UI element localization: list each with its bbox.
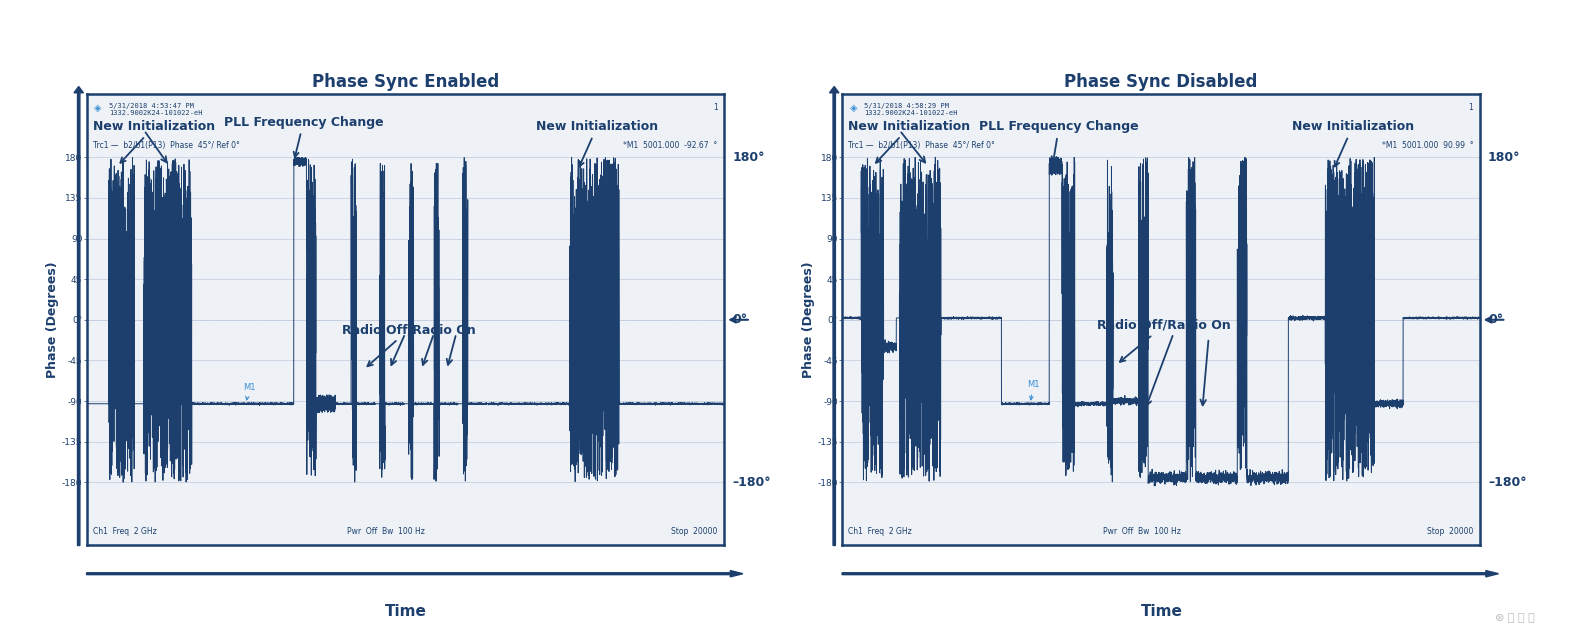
Text: Time: Time (386, 604, 427, 619)
Text: 5/31/2018 4:53:47 PM
1332.9002K24-101022-eH: 5/31/2018 4:53:47 PM 1332.9002K24-101022… (109, 103, 203, 116)
Title: Phase Sync Disabled: Phase Sync Disabled (1064, 73, 1258, 91)
Text: Pwr  Off  Bw  100 Hz: Pwr Off Bw 100 Hz (1103, 527, 1180, 535)
Title: Phase Sync Enabled: Phase Sync Enabled (312, 73, 499, 91)
Text: New Initialization: New Initialization (537, 120, 658, 166)
Text: ⊛ 日 月 辰: ⊛ 日 月 辰 (1495, 613, 1535, 623)
Y-axis label: Phase (Degrees): Phase (Degrees) (46, 261, 60, 378)
Text: Radio Off/Radio On: Radio Off/Radio On (342, 324, 475, 366)
Text: 1: 1 (1469, 103, 1473, 112)
Text: –180°: –180° (732, 476, 771, 489)
Text: Ch1  Freq  2 GHz: Ch1 Freq 2 GHz (93, 527, 157, 535)
Text: New Initialization: New Initialization (93, 120, 216, 163)
Text: 1: 1 (713, 103, 718, 112)
Text: ◈: ◈ (850, 103, 858, 113)
Text: ◈: ◈ (94, 103, 102, 113)
Text: Trc1 —  b2/b1(P13)  Phase  45°/ Ref 0°: Trc1 — b2/b1(P13) Phase 45°/ Ref 0° (93, 142, 239, 150)
Text: 0°: 0° (1487, 314, 1503, 326)
Text: *M1  5001.000  -92.67  °: *M1 5001.000 -92.67 ° (623, 142, 718, 150)
Text: PLL Frequency Change: PLL Frequency Change (979, 120, 1138, 162)
Text: PLL Frequency Change: PLL Frequency Change (224, 115, 382, 157)
Text: Stop  20000: Stop 20000 (1426, 527, 1473, 535)
Text: 5/31/2018 4:58:29 PM
1332.9002K24-101022-eH: 5/31/2018 4:58:29 PM 1332.9002K24-101022… (864, 103, 959, 116)
Text: Radio Off/Radio On: Radio Off/Radio On (1097, 319, 1231, 362)
Text: 180°: 180° (1487, 150, 1520, 164)
Text: Trc1 —  b2/b1(P13)  Phase  45°/ Ref 0°: Trc1 — b2/b1(P13) Phase 45°/ Ref 0° (848, 142, 995, 150)
Text: Time: Time (1141, 604, 1182, 619)
Text: 0°: 0° (732, 314, 748, 326)
Text: –180°: –180° (1487, 476, 1527, 489)
Text: New Initialization: New Initialization (1292, 120, 1413, 166)
Text: M1: M1 (242, 383, 255, 400)
Text: Stop  20000: Stop 20000 (671, 527, 718, 535)
Text: New Initialization: New Initialization (848, 120, 971, 163)
Text: Pwr  Off  Bw  100 Hz: Pwr Off Bw 100 Hz (348, 527, 425, 535)
Y-axis label: Phase (Degrees): Phase (Degrees) (801, 261, 815, 378)
Text: Ch1  Freq  2 GHz: Ch1 Freq 2 GHz (848, 527, 913, 535)
Text: M1: M1 (1026, 381, 1039, 400)
Text: *M1  5001.000  90.99  °: *M1 5001.000 90.99 ° (1382, 142, 1473, 150)
Text: 180°: 180° (732, 150, 765, 164)
